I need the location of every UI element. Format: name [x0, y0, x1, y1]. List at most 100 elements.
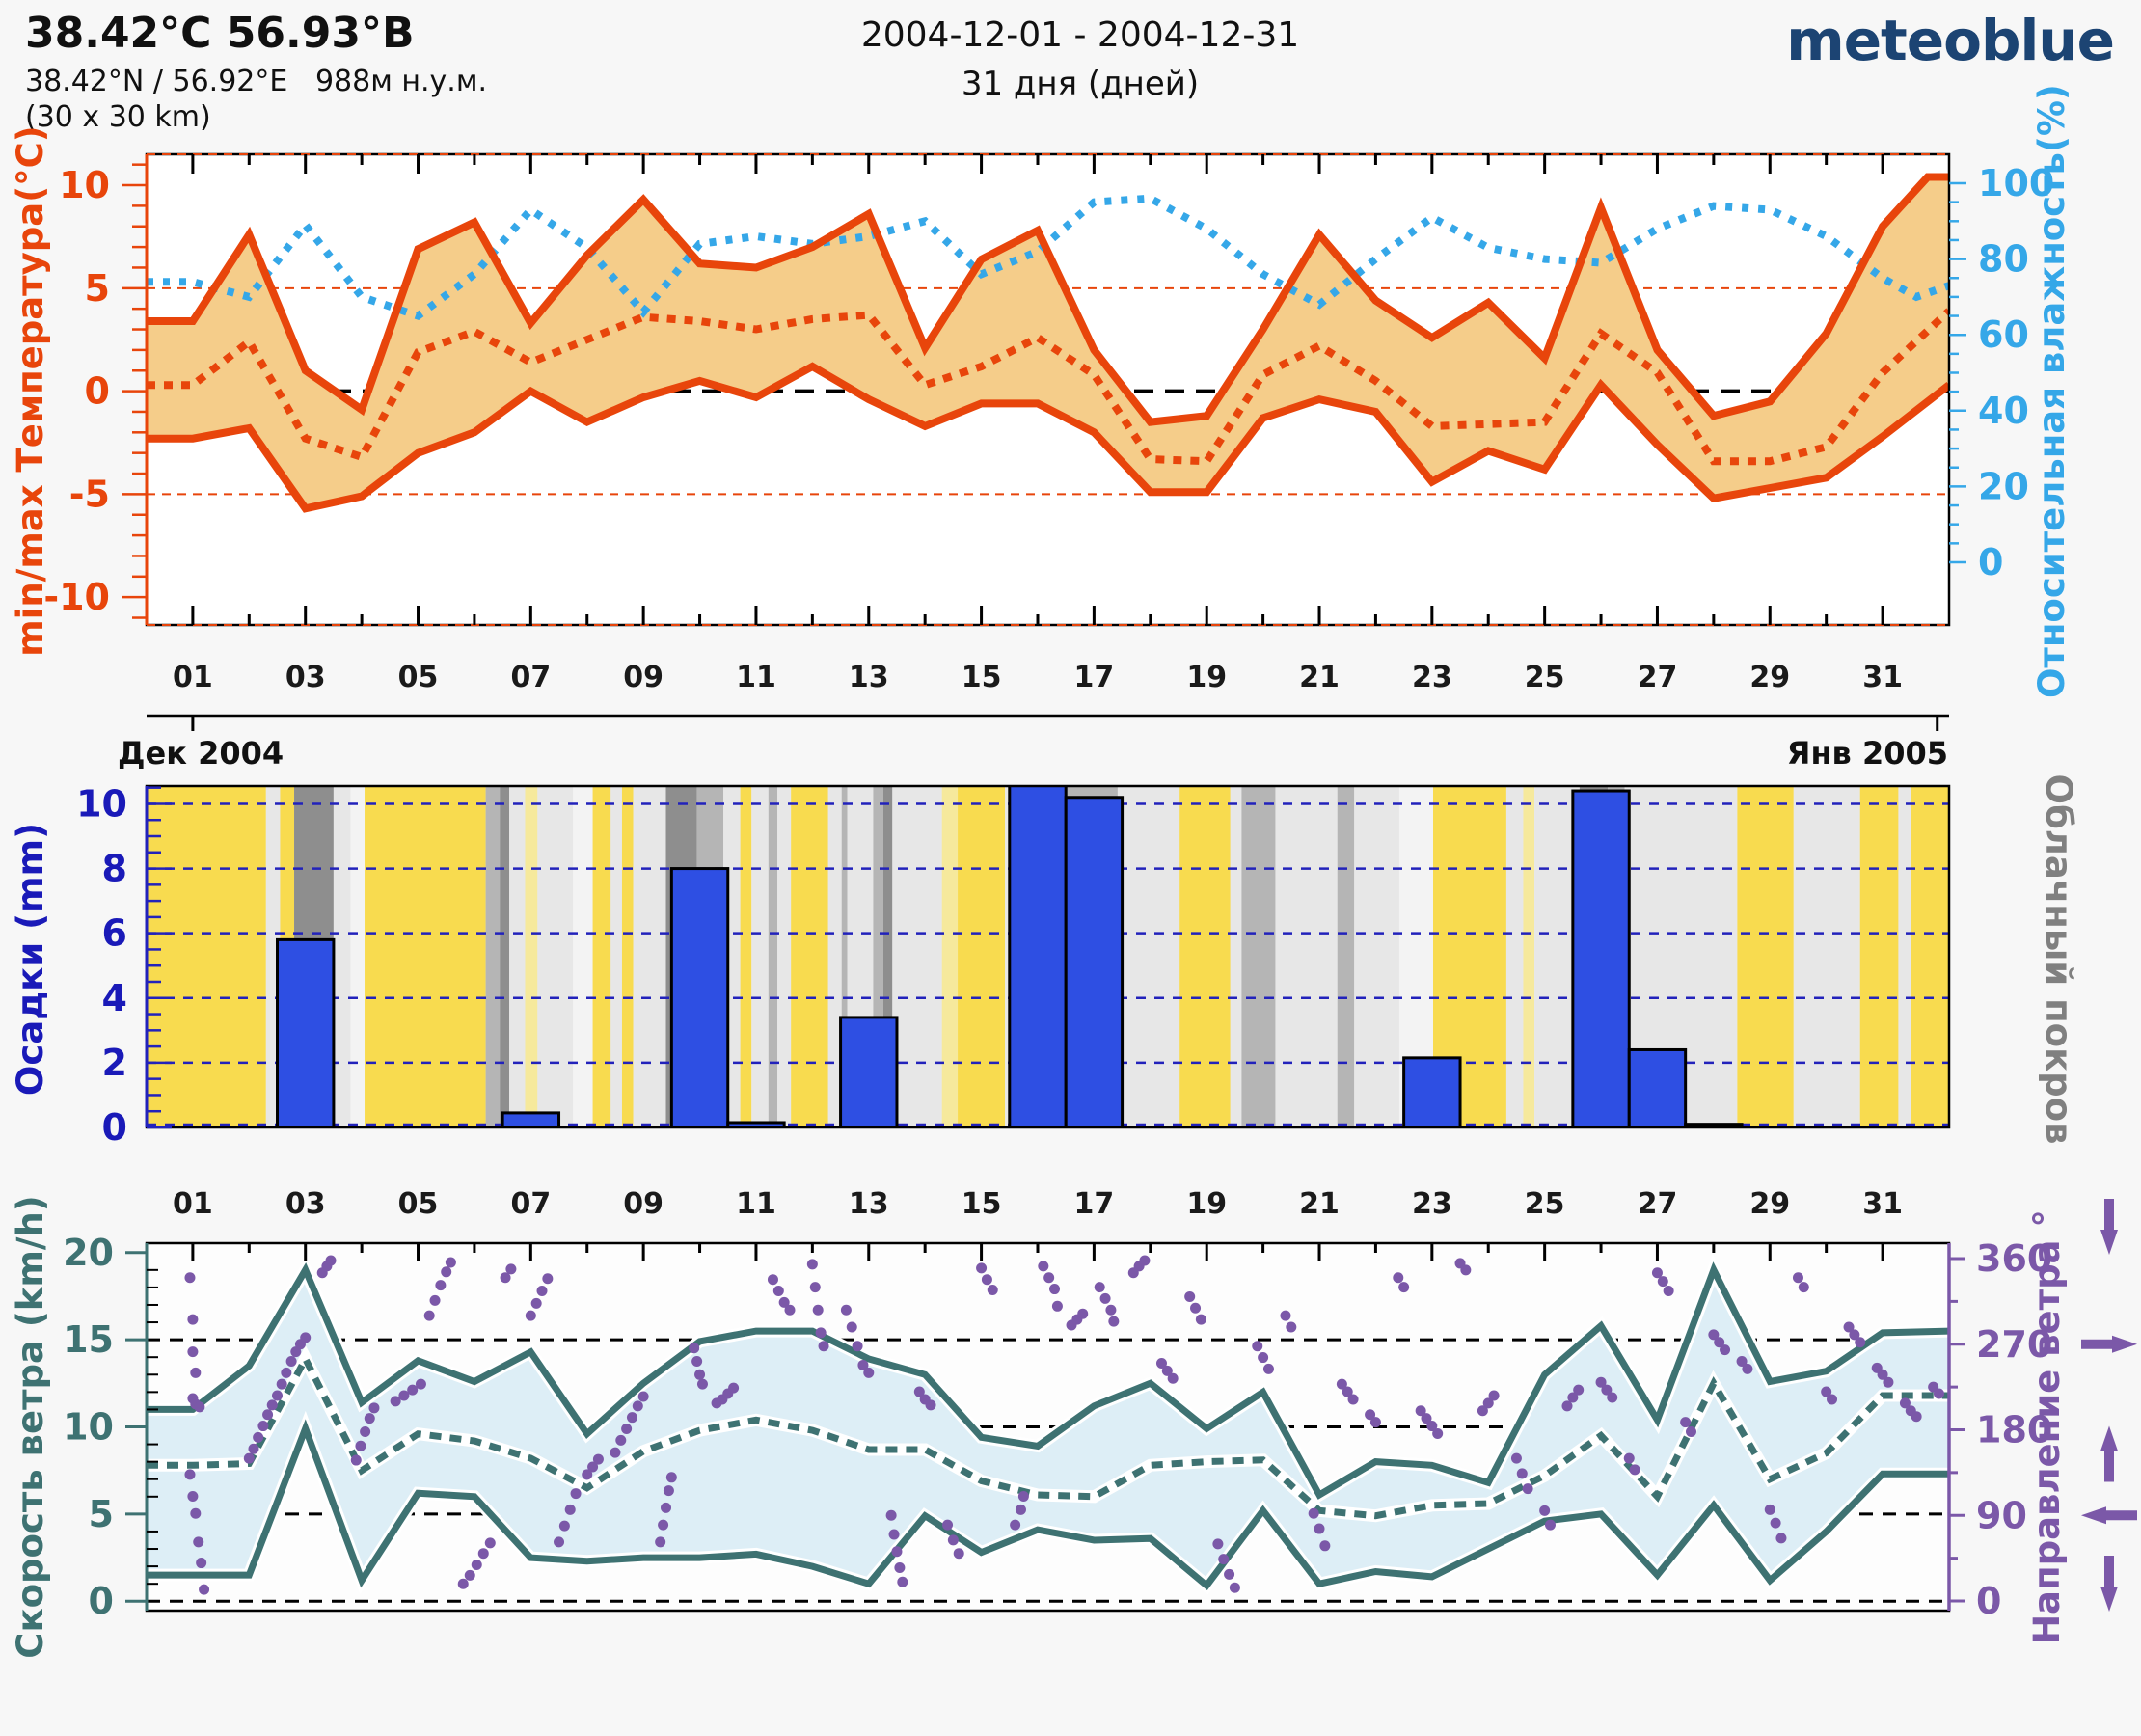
wind-direction-dot: [663, 1485, 674, 1497]
wind-direction-dot: [778, 1296, 790, 1308]
dir-tick-label: 360: [1976, 1237, 2052, 1280]
wind-direction-dot: [1432, 1427, 1444, 1439]
precipitation-chart: [145, 784, 1951, 1129]
wind-direction-dot: [350, 1454, 362, 1466]
x-day-label: 25: [1525, 661, 1565, 694]
date-block: 2004-12-01 - 2004-12-31 31 дня (дней): [704, 15, 1456, 103]
hum-tick-label: 60: [1978, 313, 2029, 356]
wind-direction-dot: [190, 1367, 202, 1378]
wind-tick-label: 10: [63, 1406, 114, 1449]
x-day-label: 05: [398, 661, 439, 694]
temp-tick-label: -5: [69, 473, 110, 515]
dir-tick-label: 0: [1976, 1580, 2001, 1622]
wind-direction-dot: [1764, 1504, 1775, 1515]
wind-band: [147, 1269, 1949, 1586]
cloud-stripe: [365, 786, 486, 1127]
wind-direction-dot: [1043, 1272, 1055, 1284]
wind-series: [147, 1254, 1949, 1595]
wind-direction-dot: [661, 1502, 672, 1513]
wind-direction-dot: [1516, 1468, 1528, 1479]
wind-direction-dot: [1770, 1517, 1781, 1529]
wind-direction-dot: [1421, 1413, 1432, 1424]
wind-direction-dot: [429, 1294, 441, 1306]
cloud-stripe: [768, 786, 778, 1127]
precip-bars: [276, 786, 1744, 1127]
cloud-stripe: [740, 786, 752, 1127]
cloud-stripe: [1241, 786, 1276, 1127]
wind-direction-dot: [187, 1314, 199, 1325]
temperature-chart: [122, 152, 1966, 731]
wind-direction-dot: [1798, 1282, 1809, 1293]
wind-direction-dot: [1607, 1392, 1618, 1403]
precip-tick-label: 0: [102, 1106, 127, 1149]
x-day-label: 17: [1074, 661, 1115, 694]
cloud-stripe: [1793, 786, 1860, 1127]
coords-text: 38.42°N / 56.92°E: [25, 64, 288, 98]
wind-direction-dot: [398, 1390, 410, 1401]
temp-tick-label: -10: [43, 576, 110, 618]
wind-direction-dot: [784, 1304, 796, 1316]
meteoblue-logo: meteoblue: [1786, 8, 2115, 73]
wind-direction-dot: [728, 1382, 740, 1394]
cloud-stripe: [537, 786, 574, 1127]
wind-direction-dot: [184, 1272, 196, 1284]
hum-tick-label: 40: [1978, 390, 2029, 432]
wind-x-day-label: 07: [510, 1187, 551, 1221]
wind-direction-dot: [812, 1304, 824, 1316]
wind-tick-label: 5: [89, 1493, 114, 1535]
wind-mean-line: [147, 1351, 1949, 1520]
wind-direction-dot: [445, 1257, 456, 1268]
wind-x-day-label: 15: [962, 1187, 1002, 1221]
precip-axis-title: Осадки (mm): [10, 823, 51, 1096]
precip-tick-label: 6: [102, 912, 127, 955]
wind-min-line: [147, 1419, 1949, 1591]
wind-direction-dot: [1792, 1272, 1803, 1284]
wind-direction-dot: [1347, 1394, 1359, 1405]
wind-direction-dot: [885, 1509, 897, 1521]
month-label-right: Янв 2005: [1787, 735, 1948, 772]
wind-direction-dot: [981, 1274, 992, 1286]
wind-direction-dot: [637, 1391, 649, 1402]
wind-x-day-label: 17: [1074, 1187, 1115, 1221]
wind-direction-arrow-right: [2081, 1335, 2137, 1353]
x-day-label: 09: [623, 661, 664, 694]
wind-direction-dot: [193, 1536, 204, 1548]
duration-label: 31 дня (дней): [961, 65, 1200, 103]
wind-direction-dot: [1010, 1519, 1021, 1531]
wind-direction-dot: [435, 1280, 447, 1291]
wind-direction-dot: [184, 1469, 196, 1480]
x-day-label: 15: [962, 661, 1002, 694]
wind-direction-dot: [1105, 1304, 1117, 1316]
cloud-stripe: [1230, 786, 1242, 1127]
wind-tick-label: 0: [89, 1580, 114, 1622]
wind-direction-dot: [1195, 1314, 1206, 1325]
wind-direction-dot: [1262, 1363, 1274, 1374]
wind-direction-dot: [1573, 1384, 1585, 1396]
wind-direction-dot: [1522, 1483, 1533, 1495]
wind-direction-dot: [665, 1472, 677, 1483]
wind-direction-dot: [806, 1259, 818, 1270]
wind-direction-dot: [632, 1400, 643, 1412]
wind-direction-dot: [564, 1504, 576, 1515]
wind-direction-dot: [1426, 1421, 1438, 1432]
wind-direction-dot: [1595, 1376, 1607, 1388]
cloud-stripe: [1859, 786, 1899, 1127]
x-day-label: 29: [1749, 661, 1790, 694]
wind-direction-dot: [1821, 1386, 1832, 1397]
wind-direction-dot: [1336, 1378, 1347, 1390]
wind-direction-dot: [1601, 1384, 1613, 1396]
temp-series: [147, 173, 1949, 513]
wind-direction-dot: [554, 1536, 565, 1548]
wind-direction-dot: [1855, 1337, 1866, 1348]
cloud-stripe: [791, 786, 828, 1127]
wind-direction-dot: [626, 1412, 637, 1424]
wind-direction-dot: [1365, 1409, 1376, 1421]
x-day-label: 31: [1862, 661, 1903, 694]
wind-direction-dot: [1094, 1282, 1105, 1293]
hum-tick-label: 20: [1978, 465, 2029, 507]
wind-direction-dot: [1015, 1504, 1026, 1515]
wind-direction-dot: [1139, 1255, 1151, 1266]
cloud-stripe: [350, 786, 366, 1127]
wind-direction-dot: [325, 1255, 337, 1266]
